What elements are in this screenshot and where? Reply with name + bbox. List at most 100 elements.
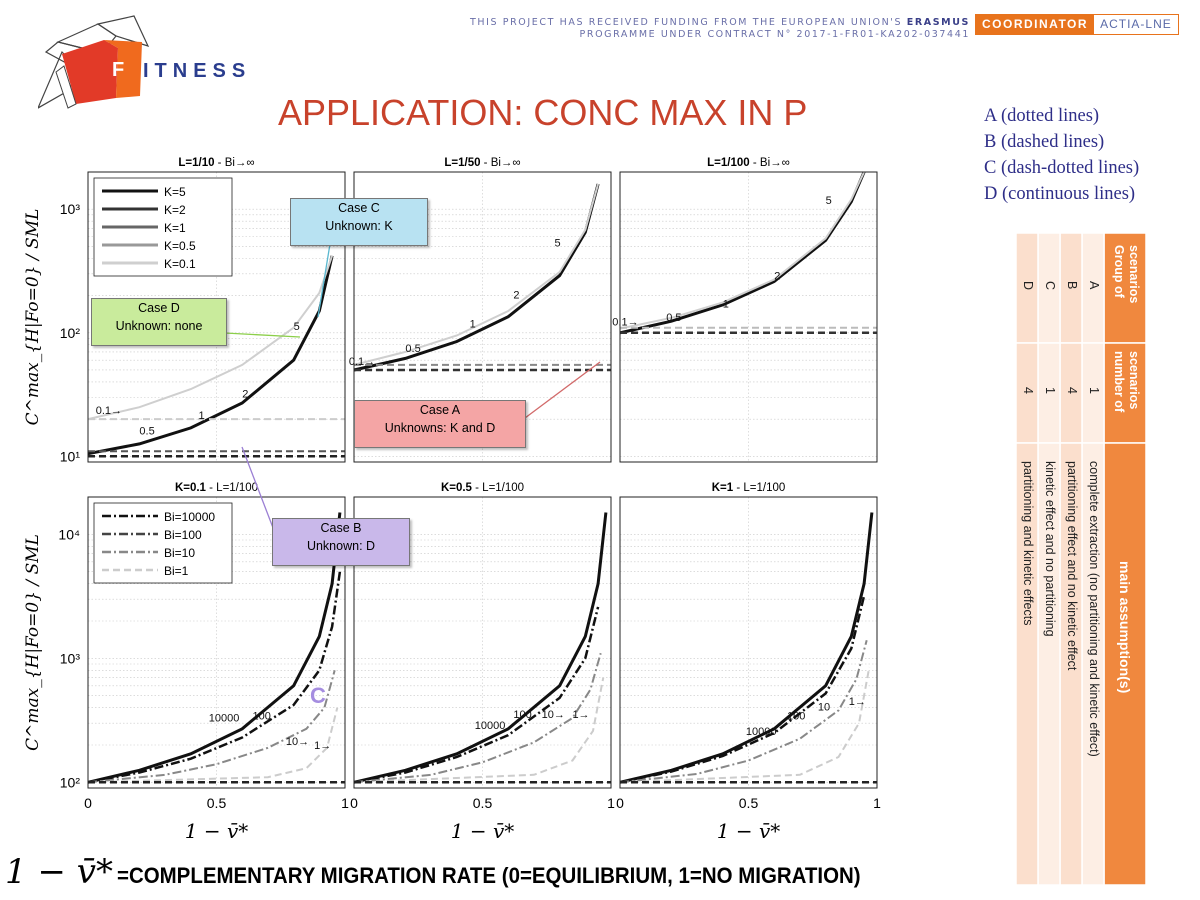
series-line-2 — [619, 171, 866, 330]
y-axis-label: C^max_{H|Fo=0} / SML — [23, 209, 43, 426]
x-tick-label: 0.5 — [207, 795, 227, 811]
legend-c: C (dash-dotted lines) — [984, 158, 1140, 178]
row-group-1: A — [1087, 281, 1101, 290]
header-number-line1: number of — [1112, 351, 1126, 413]
footer-symbol: 1 − v̄* — [5, 852, 113, 892]
panel-title-bold: L=1/100 — [707, 157, 750, 169]
fitness-logo — [38, 15, 150, 109]
curve-label-5: 0.1→ — [349, 356, 375, 368]
row-assumption-4: partitioning and kinetic effects — [1021, 461, 1035, 625]
chart-panel-6: 10000 100 10 1→ K=1 - L=1/100 0 0.5 1 1 − v̄* — [616, 482, 881, 843]
chart-panel-3: 5 2 1 0.5 0.1→ L=1/100 - Bi→∞ — [612, 157, 878, 463]
panel-title-rest: - L=1/100 — [472, 482, 524, 494]
curve-label-1: 10000 — [209, 712, 240, 724]
curve-label-2: 2 — [242, 388, 248, 400]
row-group-2: B — [1065, 281, 1079, 289]
legend-entry-3: Bi=10 — [164, 546, 195, 560]
y-tick-label: 10² — [60, 774, 81, 790]
funding-line1: THIS PROJECT HAS RECEIVED FUNDING FROM T… — [469, 17, 903, 28]
x-tick-label: 0 — [350, 795, 358, 811]
curve-label-1: 5 — [294, 321, 300, 333]
case-c-text: Unknown: K — [325, 219, 393, 233]
panel-title-bold: L=1/10 — [178, 157, 214, 169]
panel-title: K=0.1 - L=1/100 — [175, 482, 258, 494]
legend-entry-1: K=5 — [164, 185, 186, 199]
x-tick-label: 0 — [616, 795, 624, 811]
panel-title-bold: K=0.1 — [175, 482, 207, 494]
series-line-1 — [619, 512, 874, 784]
case-d-text: Unknown: none — [115, 319, 203, 333]
row-number-4: 4 — [1021, 387, 1035, 394]
row-number-2: 4 — [1065, 387, 1079, 394]
curve-label-2: 2 — [774, 270, 780, 282]
x-tick-label: 1 — [341, 795, 349, 811]
callout-pointer-4 — [241, 446, 276, 534]
legend-entry-2: K=2 — [164, 203, 186, 217]
c-marker: C — [310, 683, 326, 708]
plot-frame — [353, 496, 612, 789]
case-a-title: Case A — [419, 403, 461, 417]
case-d-title: Case D — [138, 301, 180, 315]
footer-definition: 1 − v̄* =COMPLEMENTARY MIGRATION RATE (0… — [5, 852, 917, 896]
legend-entry-5: K=0.1 — [164, 257, 196, 271]
legend-d: D (continuous lines) — [984, 184, 1136, 204]
y-tick-label: 10³ — [60, 201, 81, 217]
series-line-1 — [619, 171, 866, 335]
series-line-2 — [619, 595, 866, 784]
curve-label-4: 0.5 — [139, 426, 154, 438]
panel-title-bold: K=0.5 — [441, 482, 473, 494]
curve-label-3: 1 — [470, 319, 476, 331]
logo-letter: F — [112, 59, 125, 81]
x-tick-label: 0.5 — [473, 795, 493, 811]
curve-label-2: 100 — [252, 711, 270, 723]
row-assumption-1: complete extraction (no partitioning and… — [1087, 461, 1101, 757]
curve-label-1: 5 — [826, 195, 832, 207]
curve-label-1: 10000 — [475, 720, 506, 732]
case-a-text: Unknowns: K and D — [384, 421, 496, 435]
curve-label-3: 10 — [818, 701, 830, 713]
case-c-callout: Case C Unknown: K — [290, 198, 428, 246]
plot-frame — [353, 171, 612, 463]
x-tick-label: 1 — [607, 795, 615, 811]
y-tick-label: 10¹ — [60, 448, 81, 464]
y-tick-label: 10³ — [60, 650, 81, 666]
series-line-1 — [87, 512, 342, 784]
case-b-title: Case B — [320, 521, 362, 535]
curve-label-4: 1→ — [572, 709, 589, 721]
series-line-4 — [619, 666, 871, 784]
y-tick-label: 10² — [60, 325, 81, 341]
panel-title-rest: - L=1/100 — [206, 482, 258, 494]
legend-entry-2: Bi=100 — [164, 528, 202, 542]
plot-frame — [619, 171, 878, 463]
legend-entry-4: Bi=1 — [164, 564, 189, 578]
case-b-text: Unknown: D — [306, 539, 376, 553]
book-icon — [38, 15, 150, 109]
curve-label-3: 1 — [723, 299, 729, 311]
panel-title-bold: L=1/50 — [444, 157, 480, 169]
row-number-1: 1 — [1087, 387, 1101, 394]
row-number-3: 1 — [1043, 387, 1057, 394]
coordinator-label: COORDINATOR — [976, 15, 1095, 34]
curve-label-5: 0.1→ — [612, 316, 638, 328]
callout-pointer-2 — [224, 332, 301, 338]
panel-title-rest: - Bi→∞ — [480, 157, 520, 169]
y-axis-label: C^max_{H|Fo=0} / SML — [23, 534, 43, 751]
funding-notice: THIS PROJECT HAS RECEIVED FUNDING FROM T… — [430, 17, 970, 41]
coordinator-name: ACTIA-LNE — [1094, 15, 1178, 34]
plot-area — [620, 497, 877, 788]
panel-title: K=1 - L=1/100 — [712, 482, 786, 494]
series-line-3 — [87, 670, 336, 784]
legend-b: B (dashed lines) — [984, 132, 1105, 152]
slide-title: APPLICATION: CONC MAX IN P — [278, 92, 808, 133]
logo-text: ITNESS — [143, 60, 252, 82]
curve-label-4: 1→ — [849, 696, 866, 708]
x-axis-label: 1 − v̄* — [185, 819, 249, 843]
series-line-4 — [353, 677, 605, 784]
legend: Bi=10000 Bi=100 Bi=10 Bi=1 — [93, 502, 233, 584]
row-assumption-3: kinetic effect and no partitioning — [1043, 461, 1057, 637]
series-line-1 — [353, 183, 600, 372]
panel-title: L=1/10 - Bi→∞ — [178, 157, 254, 169]
panel-title-bold: K=1 — [712, 482, 734, 494]
curve-label-4: 1→ — [314, 740, 331, 752]
